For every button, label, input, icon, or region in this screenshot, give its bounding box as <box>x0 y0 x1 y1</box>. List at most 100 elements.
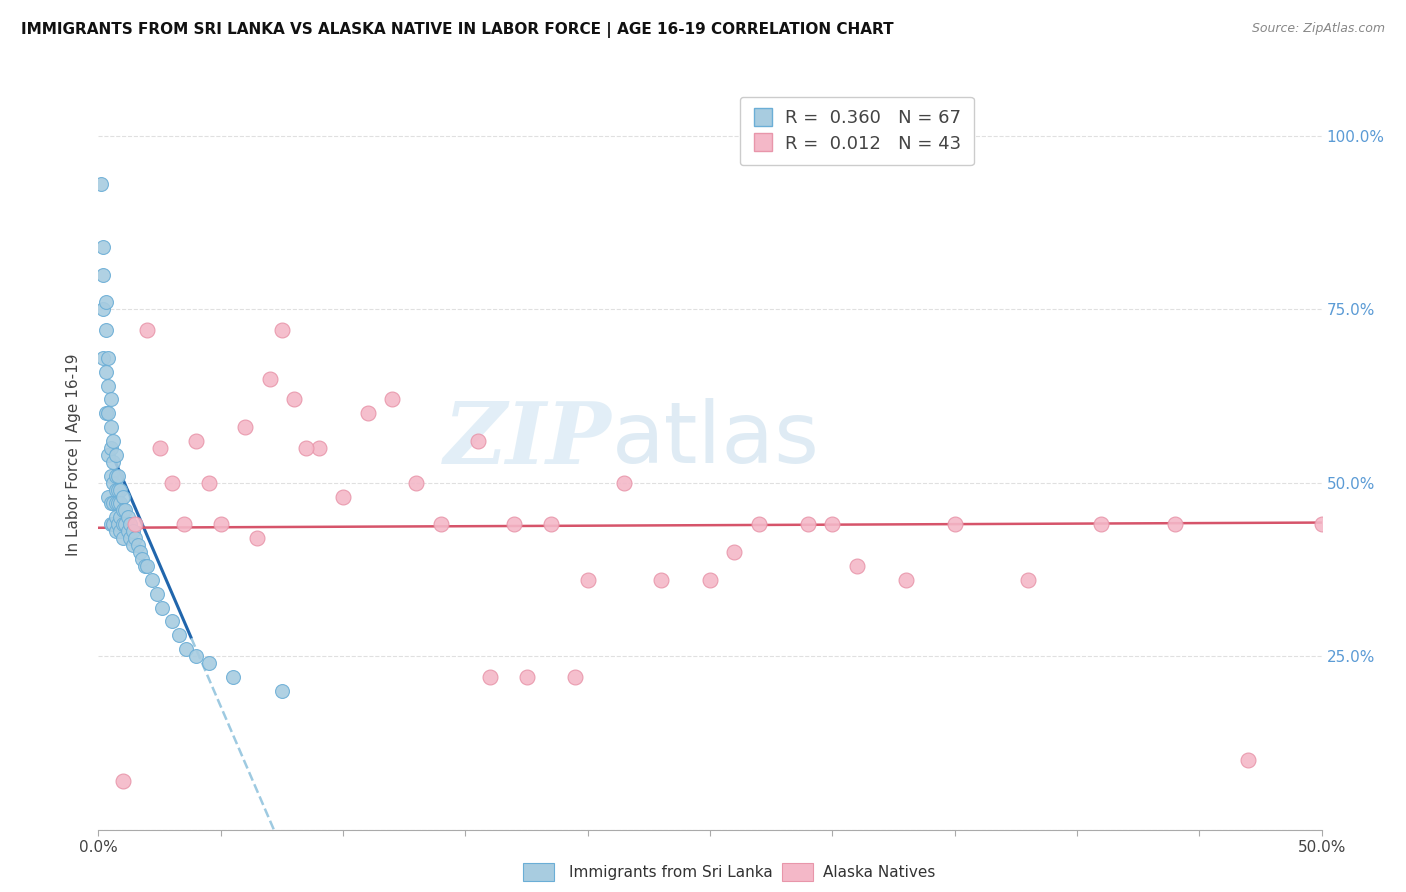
Point <box>270 683 294 698</box>
Point <box>1090 517 1112 532</box>
Point <box>295 441 318 455</box>
Point <box>167 628 190 642</box>
Point <box>100 468 122 483</box>
Point <box>97 351 120 365</box>
Point <box>111 531 134 545</box>
Point <box>332 490 354 504</box>
Point <box>160 615 183 629</box>
Point <box>117 510 139 524</box>
Point <box>117 524 139 539</box>
Point <box>121 524 143 539</box>
Point <box>821 517 844 532</box>
Point <box>564 670 586 684</box>
Legend: R =  0.360   N = 67, R =  0.012   N = 43: R = 0.360 N = 67, R = 0.012 N = 43 <box>740 97 974 165</box>
Point <box>467 434 489 448</box>
Point <box>613 475 636 490</box>
Point <box>104 496 127 510</box>
Point <box>503 517 526 532</box>
Point <box>197 475 219 490</box>
Point <box>101 496 124 510</box>
Point <box>104 483 127 497</box>
Point <box>110 483 132 497</box>
Point <box>246 531 269 545</box>
Text: atlas: atlas <box>612 399 820 482</box>
Point <box>107 517 129 532</box>
Point <box>110 510 132 524</box>
Point <box>121 538 143 552</box>
Point <box>160 475 183 490</box>
Point <box>576 573 599 587</box>
Point <box>894 573 917 587</box>
Point <box>430 517 453 532</box>
Point <box>97 490 120 504</box>
Point <box>107 468 129 483</box>
Point <box>97 406 120 420</box>
Point <box>91 302 114 317</box>
Point <box>94 323 117 337</box>
Point <box>650 573 672 587</box>
Point <box>308 441 330 455</box>
Point <box>356 406 378 420</box>
Point <box>405 475 427 490</box>
Point <box>100 517 122 532</box>
Point <box>270 323 294 337</box>
Point <box>100 441 122 455</box>
Point <box>1310 517 1333 532</box>
Point <box>127 538 149 552</box>
Point <box>100 392 122 407</box>
Point <box>1164 517 1187 532</box>
Point <box>515 670 537 684</box>
Point <box>120 531 142 545</box>
Point <box>97 448 120 462</box>
Point <box>104 468 127 483</box>
Point <box>748 517 770 532</box>
Point <box>540 517 562 532</box>
Point <box>259 371 281 385</box>
Point <box>176 642 198 657</box>
Point <box>101 455 124 469</box>
Point <box>124 531 146 545</box>
Point <box>186 434 208 448</box>
Point <box>91 351 114 365</box>
Point <box>943 517 966 532</box>
Point <box>111 490 134 504</box>
Point <box>111 503 134 517</box>
Point <box>114 517 136 532</box>
Point <box>129 545 152 559</box>
Point <box>107 483 129 497</box>
Point <box>150 600 173 615</box>
Point <box>104 448 127 462</box>
Point <box>233 420 256 434</box>
Point <box>101 517 124 532</box>
Point <box>94 295 117 310</box>
Point <box>723 545 745 559</box>
Point <box>131 552 153 566</box>
Point <box>94 406 117 420</box>
Text: Immigrants from Sri Lanka: Immigrants from Sri Lanka <box>569 865 773 880</box>
Text: Alaska Natives: Alaska Natives <box>823 865 935 880</box>
Point <box>124 517 146 532</box>
Point <box>91 268 114 282</box>
Point <box>94 365 117 379</box>
Point <box>699 573 721 587</box>
Point <box>141 573 163 587</box>
Point <box>283 392 305 407</box>
Point <box>149 441 172 455</box>
Point <box>186 649 208 664</box>
Point <box>104 524 127 539</box>
Point <box>134 558 156 573</box>
Point <box>97 378 120 392</box>
Point <box>136 558 159 573</box>
Point <box>136 323 159 337</box>
Point <box>197 656 219 670</box>
Point <box>1237 753 1260 767</box>
Text: IMMIGRANTS FROM SRI LANKA VS ALASKA NATIVE IN LABOR FORCE | AGE 16-19 CORRELATIO: IMMIGRANTS FROM SRI LANKA VS ALASKA NATI… <box>21 22 894 38</box>
Point <box>101 434 124 448</box>
Point <box>478 670 501 684</box>
Point <box>381 392 404 407</box>
Text: Source: ZipAtlas.com: Source: ZipAtlas.com <box>1251 22 1385 36</box>
Point <box>209 517 232 532</box>
Point <box>111 517 134 532</box>
Point <box>104 510 127 524</box>
Point <box>173 517 195 532</box>
